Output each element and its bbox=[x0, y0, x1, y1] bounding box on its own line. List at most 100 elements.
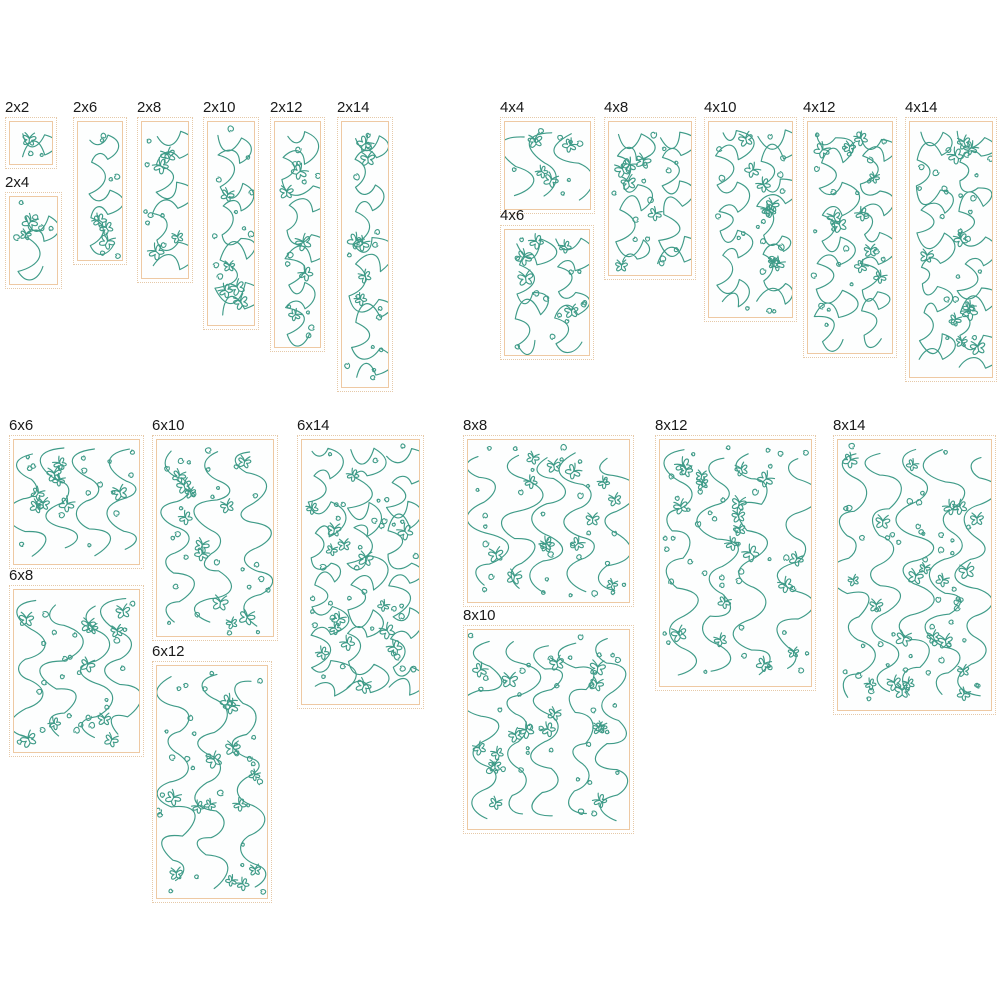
stipple-curl bbox=[611, 190, 617, 196]
stipple-curl bbox=[587, 779, 593, 785]
stipple-curl bbox=[371, 517, 378, 524]
design-panel-2x6[interactable]: 2x6 bbox=[73, 100, 127, 265]
meander-stipple-line bbox=[14, 453, 47, 557]
stipple-curl bbox=[73, 726, 80, 734]
butterfly-motif bbox=[854, 205, 870, 222]
design-panel-6x10[interactable]: 6x10 bbox=[152, 418, 278, 641]
hoop-inner-frame bbox=[807, 121, 893, 354]
stipple-curl bbox=[604, 560, 611, 567]
stipple-curl bbox=[88, 721, 96, 729]
stipple-curl bbox=[215, 176, 222, 183]
design-panel-8x8[interactable]: 8x8 bbox=[463, 418, 634, 607]
stipple-curl bbox=[855, 190, 860, 196]
stipple-curl bbox=[191, 491, 197, 497]
stipple-curl bbox=[129, 449, 135, 455]
meander-stipple-line bbox=[558, 452, 595, 593]
hoop-inner-frame bbox=[909, 121, 993, 378]
design-panel-2x12[interactable]: 2x12 bbox=[270, 100, 325, 352]
stipple-curl bbox=[339, 663, 346, 670]
quilting-stitch-artwork bbox=[342, 122, 388, 387]
design-panel-4x4[interactable]: 4x4 bbox=[500, 100, 595, 214]
design-panel-8x12[interactable]: 8x12 bbox=[655, 418, 816, 691]
design-panel-8x14[interactable]: 8x14 bbox=[833, 418, 996, 715]
butterfly-motif bbox=[734, 461, 748, 477]
stipple-curl bbox=[526, 662, 531, 668]
butterfly-motif bbox=[843, 140, 856, 154]
design-panel-2x2[interactable]: 2x2 bbox=[5, 100, 57, 169]
stipple-svg bbox=[305, 443, 419, 697]
butterfly-motif bbox=[549, 654, 564, 671]
stipple-curl bbox=[547, 655, 554, 662]
stipple-curl bbox=[568, 593, 573, 598]
stipple-curl bbox=[659, 255, 667, 263]
stipple-curl bbox=[399, 519, 405, 524]
butterfly-motif bbox=[608, 492, 622, 507]
design-panel-2x8[interactable]: 2x8 bbox=[137, 100, 193, 283]
design-panel-4x12[interactable]: 4x12 bbox=[803, 100, 897, 358]
design-panel-6x6[interactable]: 6x6 bbox=[9, 418, 144, 569]
stipple-curl bbox=[104, 698, 109, 703]
quilting-stitch-artwork bbox=[14, 440, 139, 564]
stipple-curl bbox=[327, 600, 333, 606]
stipple-curl bbox=[286, 304, 292, 309]
meander-stipple-line bbox=[214, 134, 254, 316]
stipple-curl bbox=[906, 497, 914, 506]
stipple-curl bbox=[740, 652, 747, 659]
stipple-curl bbox=[719, 582, 725, 589]
design-panel-4x6[interactable]: 4x6 bbox=[500, 208, 594, 360]
hoop-inner-frame bbox=[274, 121, 321, 348]
stipple-curl bbox=[233, 750, 240, 757]
butterfly-motif bbox=[606, 577, 619, 591]
stipple-curl bbox=[85, 490, 92, 497]
stipple-curl bbox=[538, 128, 544, 135]
design-panel-2x4[interactable]: 2x4 bbox=[5, 175, 62, 289]
stipple-curl bbox=[485, 767, 493, 775]
butterfly-motif bbox=[868, 171, 880, 184]
hoop-inner-frame bbox=[504, 121, 591, 210]
stipple-curl bbox=[42, 611, 50, 618]
butterfly-motif bbox=[353, 292, 368, 307]
meander-stipple-line bbox=[157, 676, 196, 882]
stipple-svg bbox=[13, 200, 57, 281]
design-panel-4x10[interactable]: 4x10 bbox=[704, 100, 797, 322]
design-panel-4x8[interactable]: 4x8 bbox=[604, 100, 696, 280]
meander-stipple-line bbox=[696, 457, 739, 672]
design-panel-6x12[interactable]: 6x12 bbox=[152, 644, 272, 903]
stipple-curl bbox=[226, 630, 233, 636]
stipple-curl bbox=[830, 189, 837, 196]
butterfly-motif bbox=[926, 629, 940, 644]
stipple-curl bbox=[357, 544, 363, 550]
design-panel-6x8[interactable]: 6x8 bbox=[9, 568, 144, 757]
butterfly-motif bbox=[826, 209, 841, 225]
butterfly-motif bbox=[190, 799, 206, 814]
stipple-curl bbox=[771, 309, 777, 314]
hoop-inner-frame bbox=[659, 439, 812, 687]
quilting-stitch-artwork bbox=[609, 122, 691, 275]
stipple-curl bbox=[697, 489, 703, 495]
butterfly-motif bbox=[104, 732, 119, 748]
design-panel-2x10[interactable]: 2x10 bbox=[203, 100, 259, 330]
design-panel-2x14[interactable]: 2x14 bbox=[337, 100, 393, 392]
stipple-curl bbox=[370, 375, 376, 381]
butterfly-motif bbox=[472, 661, 489, 678]
design-panel-4x14[interactable]: 4x14 bbox=[905, 100, 997, 382]
stipple-curl bbox=[381, 518, 388, 525]
stipple-curl bbox=[804, 651, 810, 656]
butterfly-motif bbox=[841, 451, 859, 469]
stipple-curl bbox=[370, 344, 375, 350]
design-panel-8x10[interactable]: 8x10 bbox=[463, 608, 634, 834]
stipple-curl bbox=[160, 213, 165, 218]
design-panel-6x14[interactable]: 6x14 bbox=[297, 418, 424, 709]
stipple-curl bbox=[177, 457, 185, 465]
stipple-curl bbox=[943, 189, 949, 195]
stipple-curl bbox=[72, 632, 78, 638]
hoop-inner-frame bbox=[207, 121, 255, 326]
stipple-curl bbox=[591, 810, 598, 817]
meander-stipple-line bbox=[99, 598, 139, 735]
meander-stipple-line bbox=[715, 130, 755, 308]
butterfly-motif bbox=[112, 483, 127, 501]
stipple-curl bbox=[310, 609, 315, 615]
stipple-curl bbox=[612, 702, 618, 708]
stipple-curl bbox=[745, 306, 750, 311]
meander-stipple-line bbox=[657, 131, 691, 265]
